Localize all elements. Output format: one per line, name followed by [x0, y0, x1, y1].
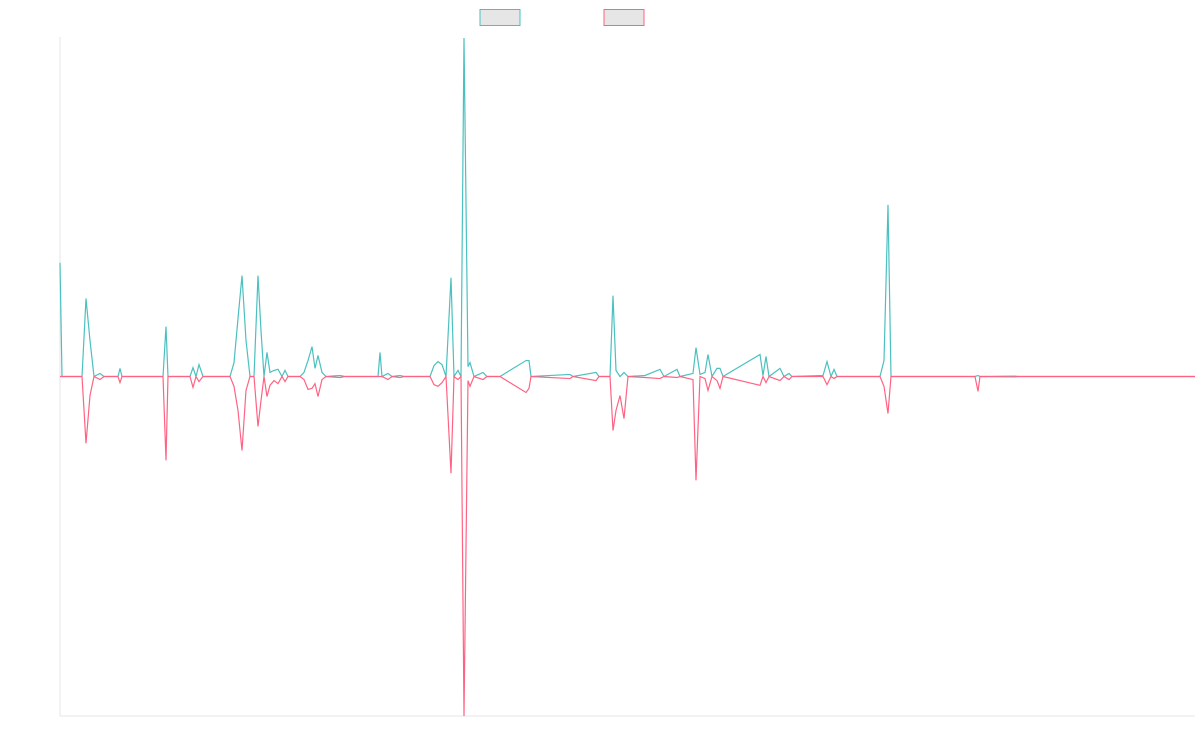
legend-swatch[interactable] — [603, 9, 645, 26]
legend-swatch[interactable] — [479, 9, 521, 26]
series-line — [59, 38, 1195, 379]
series-line — [60, 374, 1195, 717]
